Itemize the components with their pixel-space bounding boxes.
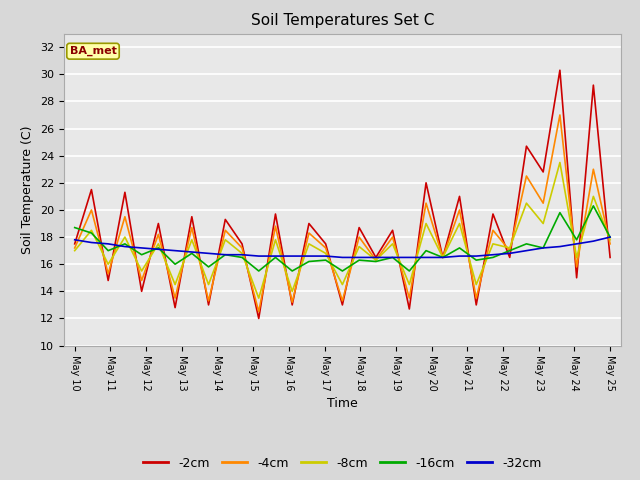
Y-axis label: Soil Temperature (C): Soil Temperature (C) (22, 125, 35, 254)
Title: Soil Temperatures Set C: Soil Temperatures Set C (251, 13, 434, 28)
Text: BA_met: BA_met (70, 46, 116, 56)
Legend: -2cm, -4cm, -8cm, -16cm, -32cm: -2cm, -4cm, -8cm, -16cm, -32cm (138, 452, 547, 475)
X-axis label: Time: Time (327, 397, 358, 410)
